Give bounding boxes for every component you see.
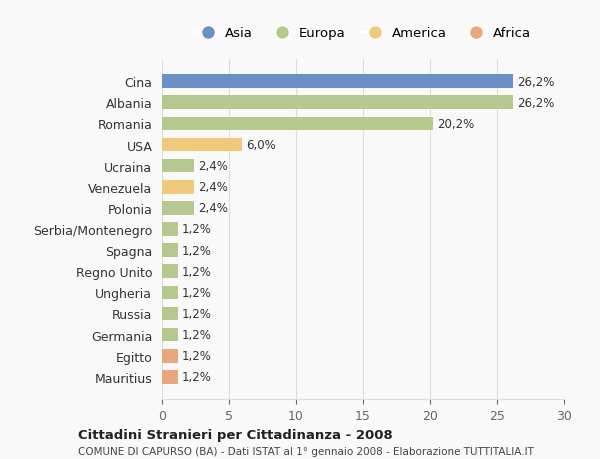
- Bar: [162, 370, 178, 384]
- Bar: [162, 96, 513, 110]
- Text: COMUNE DI CAPURSO (BA) - Dati ISTAT al 1° gennaio 2008 - Elaborazione TUTTITALIA: COMUNE DI CAPURSO (BA) - Dati ISTAT al 1…: [78, 447, 534, 456]
- Text: 1,2%: 1,2%: [182, 223, 212, 236]
- Text: 1,2%: 1,2%: [182, 370, 212, 384]
- Text: 2,4%: 2,4%: [198, 160, 228, 173]
- Text: Cittadini Stranieri per Cittadinanza - 2008: Cittadini Stranieri per Cittadinanza - 2…: [78, 428, 393, 442]
- Legend: Asia, Europa, America, Africa: Asia, Europa, America, Africa: [190, 22, 536, 45]
- Bar: [162, 223, 178, 236]
- Text: 20,2%: 20,2%: [437, 118, 474, 131]
- Text: 1,2%: 1,2%: [182, 265, 212, 278]
- Text: 6,0%: 6,0%: [247, 139, 276, 151]
- Bar: [162, 265, 178, 279]
- Text: 26,2%: 26,2%: [517, 96, 554, 110]
- Bar: [162, 328, 178, 342]
- Bar: [162, 138, 242, 152]
- Text: 1,2%: 1,2%: [182, 349, 212, 363]
- Bar: [162, 286, 178, 300]
- Bar: [162, 307, 178, 321]
- Text: 1,2%: 1,2%: [182, 244, 212, 257]
- Bar: [162, 180, 194, 194]
- Text: 1,2%: 1,2%: [182, 286, 212, 299]
- Bar: [162, 244, 178, 257]
- Text: 1,2%: 1,2%: [182, 328, 212, 341]
- Text: 2,4%: 2,4%: [198, 202, 228, 215]
- Bar: [162, 75, 513, 89]
- Bar: [162, 349, 178, 363]
- Bar: [162, 159, 194, 173]
- Bar: [162, 202, 194, 215]
- Text: 2,4%: 2,4%: [198, 181, 228, 194]
- Text: 26,2%: 26,2%: [517, 75, 554, 89]
- Bar: [162, 117, 433, 131]
- Text: 1,2%: 1,2%: [182, 308, 212, 320]
